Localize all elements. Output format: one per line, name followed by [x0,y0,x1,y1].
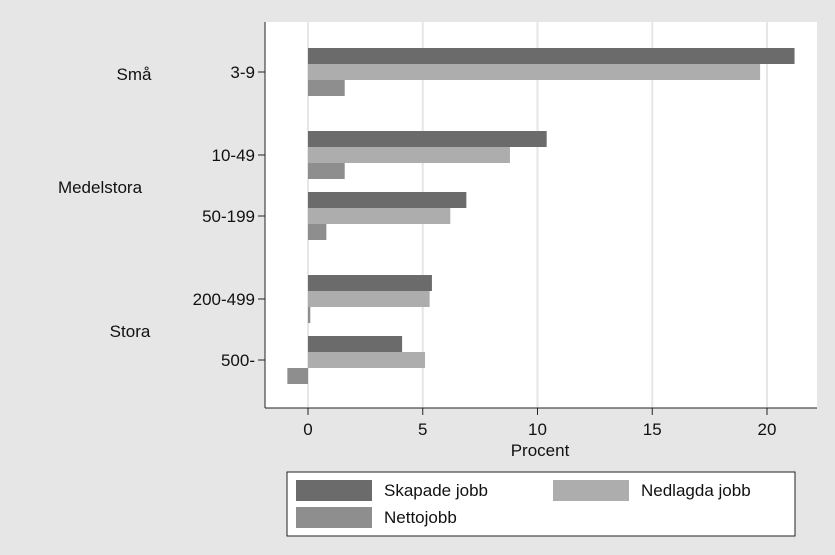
bar-skapade-jobb-200-499 [308,275,432,291]
bar-nedlagda-jobb-3-9 [308,64,761,80]
legend: Skapade jobb Nedlagda jobb Nettojobb [286,471,796,537]
y-category-label-200-499: 200-499 [193,290,255,309]
x-tick-label-10: 10 [528,420,547,439]
bar-skapade-jobb-500- [308,336,403,352]
y-category-labels: 3-9 10-49 50-199 200-499 500- [193,63,265,370]
x-tick-label-0: 0 [303,420,312,439]
y-category-label-10-49: 10-49 [212,146,255,165]
legend-label-1: Nedlagda jobb [641,481,751,500]
legend-label-0: Skapade jobb [384,481,488,500]
y-category-label-3-9: 3-9 [230,63,255,82]
bar-nedlagda-jobb-200-499 [308,291,430,307]
bar-nedlagda-jobb-10-49 [308,147,510,163]
x-tick-label-15: 15 [643,420,662,439]
x-ticks: 0 5 10 15 20 [303,408,776,439]
group-label-2: Stora [110,322,151,341]
legend-swatch-0 [296,480,372,501]
bar-skapade-jobb-3-9 [308,48,795,64]
bar-nettojobb-200-499 [308,307,311,323]
group-label-0: Små [117,65,153,84]
y-category-label-50-199: 50-199 [202,207,255,226]
axes [264,22,817,409]
bar-nettojobb-50-199 [308,224,327,240]
bar-nettojobb-3-9 [308,80,345,96]
x-axis-title: Procent [511,441,570,460]
bar-nettojobb-10-49 [308,163,345,179]
legend-label-2: Nettojobb [384,508,457,527]
y-group-labels: Små Medelstora Stora [58,65,152,341]
legend-swatch-1 [553,480,629,501]
x-tick-label-5: 5 [418,420,427,439]
bar-nettojobb-500- [287,368,308,384]
legend-swatch-2 [296,507,372,528]
bars [287,48,795,384]
bar-skapade-jobb-50-199 [308,192,467,208]
bar-nedlagda-jobb-500- [308,352,426,368]
bar-skapade-jobb-10-49 [308,131,547,147]
bar-nedlagda-jobb-50-199 [308,208,451,224]
x-tick-label-20: 20 [758,420,777,439]
group-label-1: Medelstora [58,178,143,197]
y-category-label-500-: 500- [221,351,255,370]
legend-items: Skapade jobb Nedlagda jobb Nettojobb [296,480,751,528]
